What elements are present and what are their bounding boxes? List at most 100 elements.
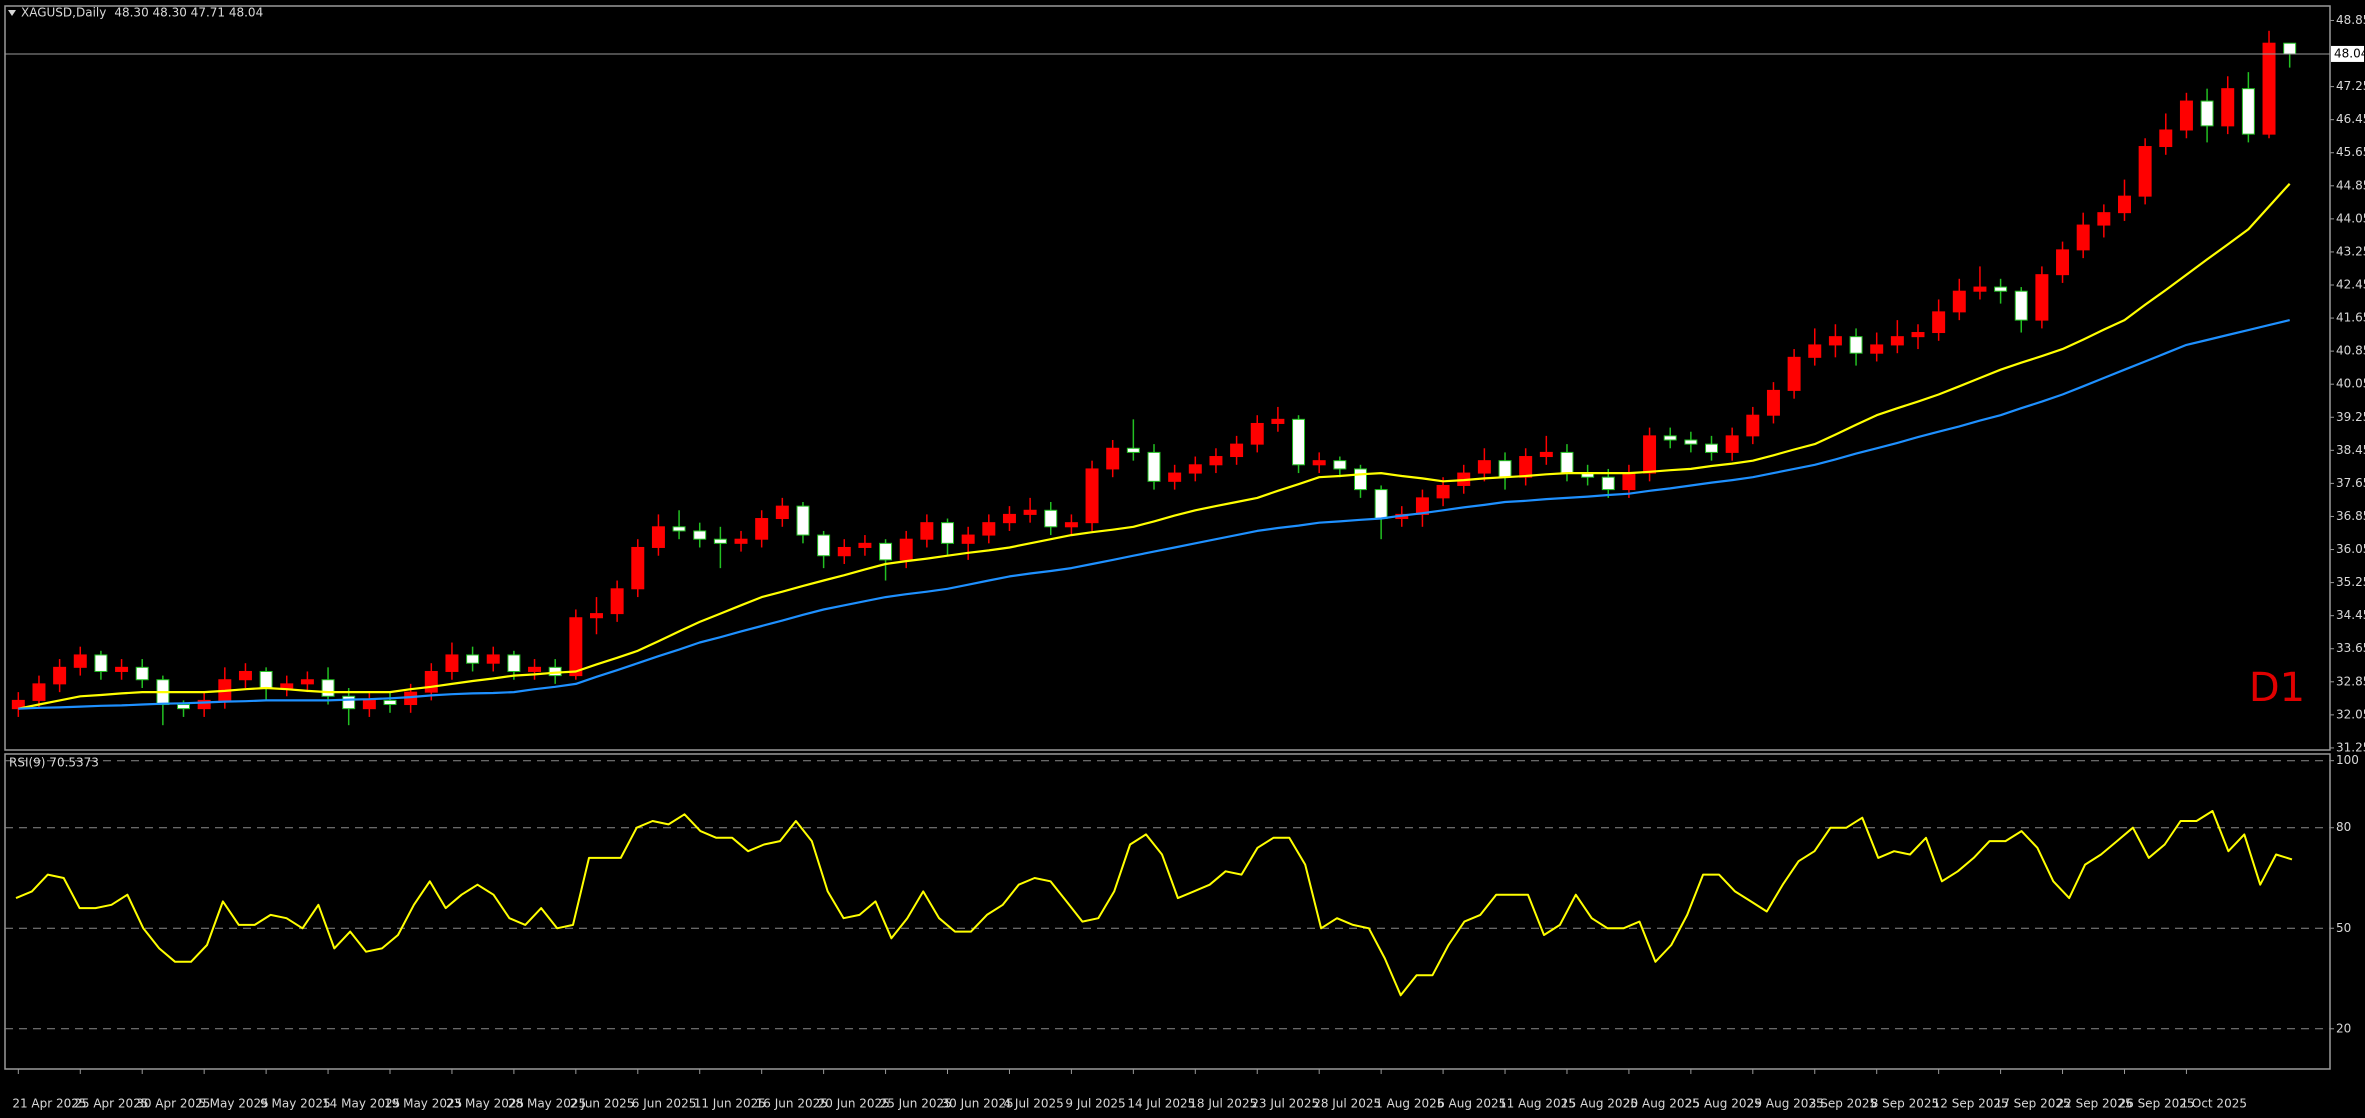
x-tick-label: 25 Jun 2025 — [880, 1097, 952, 1111]
y-tick-label: 33.65 — [2336, 641, 2365, 655]
x-tick-label: 8 Sep 2025 — [1871, 1097, 1939, 1111]
y-tick-label: 40.05 — [2336, 377, 2365, 391]
x-tick-label: 15 Aug 2025 — [1561, 1097, 1638, 1111]
candle-body — [1911, 332, 1925, 338]
x-tick-label: 23 Jul 2025 — [1251, 1097, 1319, 1111]
x-tick-label: 17 Sep 2025 — [1995, 1097, 2071, 1111]
candle-body — [1147, 451, 1161, 482]
candle-body — [528, 666, 542, 672]
candle-body — [631, 546, 645, 590]
candle-body — [1539, 451, 1553, 458]
candle-body — [734, 538, 748, 544]
moving-average-line — [18, 182, 2291, 710]
ohlc-header: 48.30 48.30 47.71 48.04 — [114, 6, 263, 20]
candle-body — [1828, 336, 1842, 346]
price-panel-frame — [4, 5, 2331, 751]
candle-body — [1312, 460, 1326, 466]
candle-body — [961, 534, 975, 544]
x-tick-label: 21 Apr 2025 — [12, 1097, 86, 1111]
candle-body — [1622, 472, 1636, 491]
candle-body — [1126, 447, 1140, 453]
x-tick-label: 30 Apr 2025 — [136, 1097, 210, 1111]
candle-body — [1746, 414, 1760, 437]
candle-body — [899, 538, 913, 561]
y-tick-label: 38.45 — [2336, 443, 2365, 457]
y-tick-label: 39.25 — [2336, 410, 2365, 424]
candle-body — [73, 654, 87, 668]
rsi-panel-frame — [4, 753, 2331, 1070]
candle-body — [1766, 389, 1780, 416]
candle-body — [1333, 460, 1347, 470]
candle-body — [1085, 468, 1099, 524]
x-tick-label: 19 May 2025 — [384, 1097, 462, 1111]
x-tick-label: 22 Sep 2025 — [2057, 1097, 2133, 1111]
x-tick-label: 16 Jun 2025 — [756, 1097, 828, 1111]
candle-body — [569, 617, 583, 677]
candle-body — [1374, 489, 1388, 520]
candle-body — [837, 546, 851, 557]
x-tick-label: 4 Jul 2025 — [1003, 1097, 1063, 1111]
symbol-menu-arrow[interactable] — [8, 10, 16, 16]
candle-body — [238, 670, 252, 681]
candle-body — [1684, 439, 1698, 445]
y-tick-label: 44.85 — [2336, 178, 2365, 192]
x-tick-label: 11 Aug 2025 — [1499, 1097, 1576, 1111]
candle-body — [1106, 447, 1120, 470]
candle-body — [1787, 356, 1801, 391]
candle-body — [1973, 286, 1987, 292]
candle-body — [651, 526, 665, 548]
y-tick-label: 36.05 — [2336, 542, 2365, 556]
candle-body — [713, 538, 727, 544]
candle-body — [1849, 336, 1863, 354]
x-tick-label: 30 Jun 2025 — [942, 1097, 1014, 1111]
candle-body — [1952, 290, 1966, 313]
y-tick-label: 41.65 — [2336, 311, 2365, 325]
x-tick-label: 18 Jul 2025 — [1189, 1097, 1257, 1111]
x-tick-label: 1 Aug 2025 — [1375, 1097, 1444, 1111]
candle-body — [693, 530, 707, 540]
x-tick-label: 26 Sep 2025 — [2118, 1097, 2194, 1111]
y-tick-label: 34.45 — [2336, 608, 2365, 622]
candle-body — [300, 679, 314, 685]
candle-body — [2138, 146, 2152, 197]
candle-body — [445, 654, 459, 672]
y-tick-label: 40.85 — [2336, 344, 2365, 358]
x-tick-label: 11 Jun 2025 — [694, 1097, 766, 1111]
y-tick-label: 36.85 — [2336, 509, 2365, 523]
candle-body — [755, 518, 769, 540]
y-tick-label: 31.25 — [2336, 740, 2365, 754]
candle-body — [1601, 476, 1615, 491]
candle-body — [610, 588, 624, 615]
candle-body — [1044, 509, 1058, 528]
candle-body — [1643, 435, 1657, 474]
x-tick-label: 12 Sep 2025 — [1933, 1097, 2009, 1111]
candle-body — [342, 695, 356, 710]
x-tick-label: 25 Aug 2025 — [1685, 1097, 1762, 1111]
x-tick-label: 5 May 2025 — [198, 1097, 269, 1111]
candle-body — [817, 534, 831, 557]
candle-body — [2117, 195, 2131, 214]
candle-body — [1415, 497, 1429, 515]
candle-body — [589, 613, 603, 619]
candle-body — [1168, 472, 1182, 482]
candle-body — [2241, 88, 2255, 135]
y-tick-label: 44.05 — [2336, 211, 2365, 225]
candle-body — [135, 666, 149, 681]
candle-body — [1188, 464, 1202, 474]
candle-body — [424, 670, 438, 693]
candle-body — [672, 526, 686, 532]
candle-body — [383, 699, 397, 706]
y-tick-label: 100 — [2336, 753, 2359, 767]
x-tick-label: 6 Jun 2025 — [632, 1097, 697, 1111]
y-tick-label: 45.65 — [2336, 145, 2365, 159]
candle-body — [1023, 509, 1037, 515]
x-tick-label: 9 May 2025 — [260, 1097, 331, 1111]
candle-body — [1271, 418, 1285, 424]
y-tick-label: 32.85 — [2336, 674, 2365, 688]
candle-body — [1064, 522, 1078, 528]
y-tick-label: 37.65 — [2336, 476, 2365, 490]
chart-title: XAGUSD,Daily — [21, 6, 106, 20]
candle-body — [2283, 42, 2297, 55]
